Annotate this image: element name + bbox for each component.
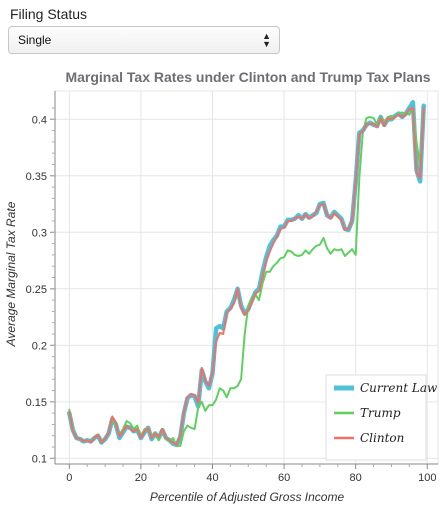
y-axis-label: Average Marginal Tax Rate — [4, 201, 18, 347]
filing-status-select[interactable]: Single ▲ ▼ — [8, 26, 280, 54]
x-tick-label: 20 — [135, 472, 147, 484]
chart-title: Marginal Tax Rates under Clinton and Tru… — [65, 69, 430, 85]
y-tick-label: 0.3 — [32, 227, 47, 239]
x-tick-label: 40 — [206, 472, 218, 484]
filing-status-label: Filing Status — [10, 6, 88, 22]
x-tick-label: 0 — [66, 472, 72, 484]
y-tick-label: 0.2 — [32, 340, 47, 352]
series-line-clinton — [68, 107, 425, 446]
y-tick-label: 0.4 — [32, 114, 47, 126]
legend-label-clinton: Clinton — [360, 431, 404, 445]
x-axis-label: Percentile of Adjusted Gross Income — [150, 490, 345, 504]
tax-rate-chart: Marginal Tax Rates under Clinton and Tru… — [4, 69, 439, 504]
x-tick-label: 80 — [350, 472, 362, 484]
series-lines — [67, 100, 426, 448]
legend: Current Law Trump Clinton — [325, 374, 438, 461]
legend-label-current-law: Current Law — [360, 381, 438, 395]
axes: 0 20 40 60 80 100 0.1 0.15 0.2 0.25 0.3 0.35 0.4 — [26, 91, 438, 484]
y-tick-label: 0.15 — [26, 397, 47, 409]
legend-label-trump: Trump — [360, 406, 401, 420]
filing-status-selected-value: Single — [18, 33, 52, 47]
x-tick-label: 100 — [418, 472, 436, 484]
x-tick-label: 60 — [278, 472, 290, 484]
y-tick-label: 0.1 — [32, 453, 47, 465]
select-updown-arrows-icon: ▲ ▼ — [262, 31, 271, 49]
y-tick-label: 0.35 — [26, 171, 47, 183]
y-tick-label: 0.25 — [26, 284, 47, 296]
